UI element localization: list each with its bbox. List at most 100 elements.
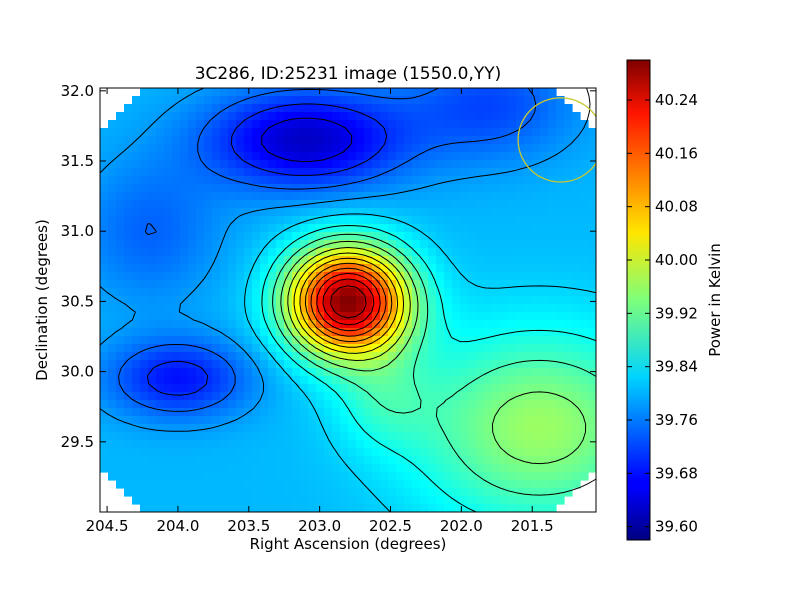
heatmap-cell [284,448,293,457]
heatmap-cell [188,400,197,409]
heatmap-cell [212,112,221,121]
heatmap-cell [284,96,293,105]
heatmap-cell [300,152,309,161]
heatmap-cell [588,192,596,201]
heatmap-cell [564,112,573,121]
heatmap-cell [524,248,533,257]
heatmap-cell [516,344,525,353]
heatmap-cell [364,160,373,169]
heatmap-cell [484,400,493,409]
heatmap-cell [564,168,573,177]
heatmap-cell [188,264,197,273]
heatmap-cell [244,232,253,241]
heatmap-cell [524,160,533,169]
heatmap-cell [380,336,389,345]
heatmap-cell [556,120,565,129]
heatmap-cell [156,152,165,161]
heatmap-cell [444,296,453,305]
heatmap-cell [292,344,301,353]
heatmap-cell [188,480,197,489]
heatmap-cell [516,464,525,473]
heatmap-cell [356,400,365,409]
heatmap-cell [148,208,157,217]
heatmap-cell [444,184,453,193]
heatmap-cell [348,464,357,473]
heatmap-cell [108,160,117,169]
heatmap-cell [292,448,301,457]
heatmap-cell [276,248,285,257]
heatmap-cell [244,136,253,145]
heatmap-cell [380,384,389,393]
heatmap-cell [364,216,373,225]
heatmap-cell [172,456,181,465]
heatmap-cell [508,88,517,97]
heatmap-cell [180,136,189,145]
heatmap-cell [180,264,189,273]
heatmap-cell [404,296,413,305]
heatmap-cell [436,160,445,169]
heatmap-cell [172,416,181,425]
heatmap-cell [268,200,277,209]
heatmap-cell [132,112,141,121]
heatmap-cell [532,480,541,489]
x-axis: 204.5 204.0 203.5 203.0 202.5 202.0 201.5 [86,88,554,535]
heatmap-cell [108,328,117,337]
heatmap-cell [428,424,437,433]
heatmap-cell [476,248,485,257]
heatmap-cell [340,208,349,217]
heatmap-cell [156,216,165,225]
heatmap-cell [188,312,197,321]
heatmap-cell [372,384,381,393]
heatmap-cell [436,344,445,353]
heatmap-cell [388,368,397,377]
heatmap-cell [244,200,253,209]
heatmap-cell [548,280,557,289]
heatmap-cell [108,304,117,313]
heatmap-cell [540,360,549,369]
heatmap-cell [500,280,509,289]
heatmap-cell [276,176,285,185]
heatmap-cell [540,408,549,417]
heatmap-cell [252,368,261,377]
heatmap-cell [172,160,181,169]
heatmap-cell [452,288,461,297]
heatmap-cell [428,216,437,225]
heatmap-cell [332,352,341,361]
heatmap-cell [524,312,533,321]
heatmap-cell [396,296,405,305]
heatmap-cell [292,336,301,345]
heatmap-cell [164,336,173,345]
heatmap-cell [252,160,261,169]
heatmap-cell [556,136,565,145]
heatmap-cell [460,304,469,313]
heatmap-cell [172,296,181,305]
heatmap-cell [468,488,477,497]
heatmap-cell [100,344,109,353]
heatmap-cell [308,240,317,249]
heatmap-cell [116,312,125,321]
heatmap-cell [332,336,341,345]
heatmap-cell [508,488,517,497]
heatmap-cell [132,104,141,113]
heatmap-cell [300,104,309,113]
heatmap-cell [348,112,357,121]
heatmap-cell [244,192,253,201]
heatmap-cell [412,320,421,329]
heatmap-cell [316,280,325,289]
heatmap-cell [420,392,429,401]
heatmap-cell [548,360,557,369]
heatmap-cell [316,192,325,201]
heatmap-cell [388,464,397,473]
heatmap-cell [580,328,589,337]
heatmap-cell [516,272,525,281]
heatmap-cell [260,192,269,201]
heatmap-cell [452,424,461,433]
heatmap-cell [332,408,341,417]
heatmap-cell [332,248,341,257]
heatmap-cell [348,216,357,225]
heatmap-cell [172,488,181,497]
heatmap-cell [548,216,557,225]
heatmap-cell [516,488,525,497]
heatmap-cell [116,152,125,161]
heatmap-cell [252,200,261,209]
